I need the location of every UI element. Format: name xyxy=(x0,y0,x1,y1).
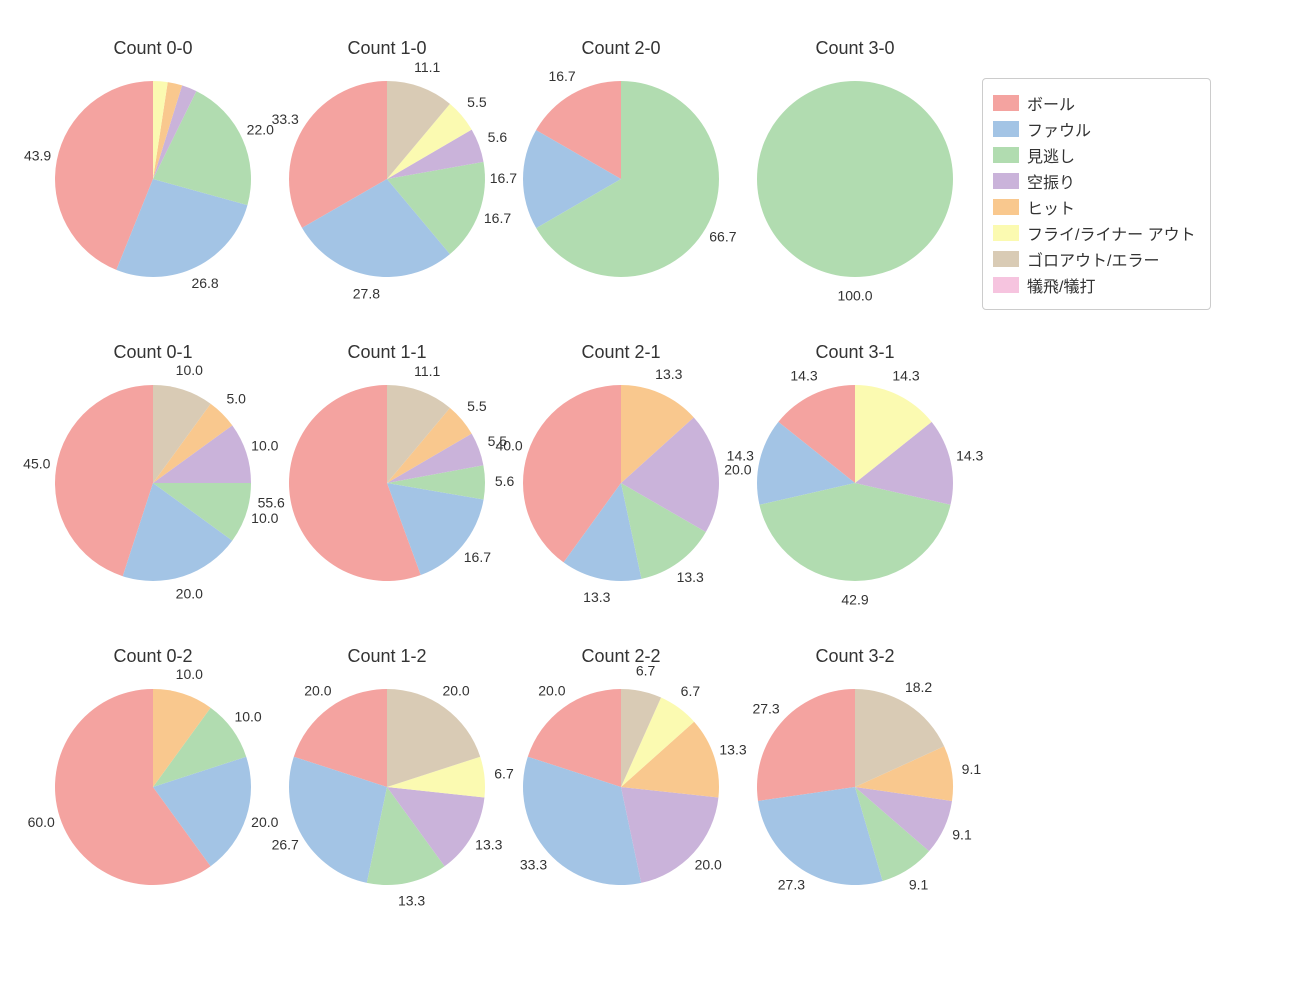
slice-label: 13.3 xyxy=(677,569,704,585)
legend-label: フライ/ライナー アウト xyxy=(1027,221,1196,245)
pie-chart-c22: Count 2-220.033.320.013.36.76.7 xyxy=(510,676,732,898)
pie-chart-c11: Count 1-155.616.75.65.55.511.1 xyxy=(276,372,498,594)
slice-label: 6.7 xyxy=(681,683,701,699)
slice-label: 9.1 xyxy=(909,877,929,893)
slice-label: 60.0 xyxy=(28,814,55,830)
slice-label: 18.2 xyxy=(905,679,932,695)
slice-label: 13.3 xyxy=(583,589,610,605)
legend-item-flyliner: フライ/ライナー アウト xyxy=(993,221,1196,245)
slice-label: 40.0 xyxy=(495,438,522,454)
pie-slice-looking xyxy=(757,81,953,277)
slice-label: 100.0 xyxy=(837,287,872,303)
legend-swatch-icon xyxy=(993,277,1019,293)
legend-label: 犠飛/犠打 xyxy=(1027,273,1095,297)
pie-svg: 100.0 xyxy=(704,28,1006,330)
slice-label: 43.9 xyxy=(24,147,51,163)
pie-chart-c30: Count 3-0100.0 xyxy=(744,68,966,290)
slice-label: 9.1 xyxy=(952,827,972,843)
legend-swatch-icon xyxy=(993,121,1019,137)
slice-label: 16.7 xyxy=(548,68,575,84)
slice-label: 6.7 xyxy=(636,663,656,679)
pie-chart-c10: Count 1-033.327.816.75.65.511.1 xyxy=(276,68,498,290)
slice-label: 20.0 xyxy=(538,683,565,699)
slice-label: 11.1 xyxy=(414,59,440,75)
legend-swatch-icon xyxy=(993,225,1019,241)
pie-svg: 14.3 14.3 42.9 14.3 14.3 xyxy=(704,332,1006,634)
slice-label: 16.7 xyxy=(490,170,517,186)
slice-label: 26.7 xyxy=(272,837,299,853)
slice-label: 14.3 xyxy=(892,368,919,384)
legend-item-groundout: ゴロアウト/エラー xyxy=(993,247,1196,271)
legend-label: ファウル xyxy=(1027,117,1091,141)
slice-label: 20.0 xyxy=(442,683,469,699)
slice-label: 33.3 xyxy=(272,111,299,127)
slice-label: 13.3 xyxy=(655,366,682,382)
pie-chart-c12: Count 1-220.026.713.313.36.720.0 xyxy=(276,676,498,898)
slice-label: 26.8 xyxy=(191,275,218,291)
slice-label: 55.6 xyxy=(258,494,285,510)
legend-label: 見逃し xyxy=(1027,143,1075,167)
slice-label: 33.3 xyxy=(520,856,547,872)
legend-swatch-icon xyxy=(993,251,1019,267)
legend-item-foul: ファウル xyxy=(993,117,1196,141)
pie-svg: 27.3 27.3 9.1 9.1 9.1 18.2 xyxy=(704,636,1006,938)
slice-label: 42.9 xyxy=(841,591,868,607)
slice-label: 13.3 xyxy=(398,893,425,909)
legend-label: ゴロアウト/エラー xyxy=(1027,247,1159,271)
legend-label: ボール xyxy=(1027,91,1075,115)
pie-chart-c02: Count 0-260.020.010.010.0 xyxy=(42,676,264,898)
slice-label: 9.1 xyxy=(962,761,982,777)
pie-chart-c01: Count 0-145.020.010.010.05.010.0 xyxy=(42,372,264,594)
legend-swatch-icon xyxy=(993,173,1019,189)
legend-swatch-icon xyxy=(993,147,1019,163)
slice-label: 14.3 xyxy=(790,368,817,384)
legend-item-ball: ボール xyxy=(993,91,1196,115)
slice-label: 20.0 xyxy=(304,683,331,699)
slice-label: 27.8 xyxy=(353,286,380,302)
pie-chart-c21: Count 2-140.013.313.320.013.3 xyxy=(510,372,732,594)
slice-label: 27.3 xyxy=(752,701,779,717)
legend-item-swingmiss: 空振り xyxy=(993,169,1196,193)
slice-label: 11.1 xyxy=(414,363,440,379)
legend-label: ヒット xyxy=(1027,195,1075,219)
slice-label: 20.0 xyxy=(176,586,203,602)
legend: ボールファウル見逃し空振りヒットフライ/ライナー アウトゴロアウト/エラー犠飛/… xyxy=(982,78,1211,310)
legend-item-hit: ヒット xyxy=(993,195,1196,219)
legend-item-looking: 見逃し xyxy=(993,143,1196,167)
pie-grid-figure: Count 0-043.926.822.0Count 1-033.327.816… xyxy=(0,0,1300,1000)
legend-swatch-icon xyxy=(993,95,1019,111)
legend-swatch-icon xyxy=(993,199,1019,215)
slice-label: 10.0 xyxy=(176,666,203,682)
pie-chart-c32: Count 3-227.327.39.19.19.118.2 xyxy=(744,676,966,898)
slice-label: 14.3 xyxy=(956,448,983,464)
slice-label: 27.3 xyxy=(778,877,805,893)
legend-label: 空振り xyxy=(1027,169,1075,193)
pie-chart-c00: Count 0-043.926.822.0 xyxy=(42,68,264,290)
slice-label: 10.0 xyxy=(176,362,203,378)
pie-chart-c31: Count 3-114.314.342.914.314.3 xyxy=(744,372,966,594)
slice-label: 45.0 xyxy=(23,455,50,471)
pie-chart-c20: Count 2-016.716.766.7 xyxy=(510,68,732,290)
legend-item-sacrifice: 犠飛/犠打 xyxy=(993,273,1196,297)
slice-label: 14.3 xyxy=(727,448,754,464)
